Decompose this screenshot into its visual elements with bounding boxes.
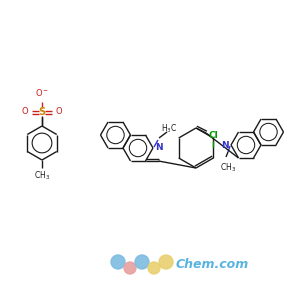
Text: Chem.com: Chem.com — [176, 259, 249, 272]
Text: N: N — [155, 143, 163, 152]
Text: CH$_3$: CH$_3$ — [34, 169, 50, 182]
Text: CH$_3$: CH$_3$ — [220, 162, 236, 175]
Circle shape — [111, 255, 125, 269]
Text: N: N — [221, 140, 229, 149]
Circle shape — [124, 262, 136, 274]
Text: S: S — [38, 107, 46, 117]
Circle shape — [148, 262, 160, 274]
Text: O: O — [56, 107, 62, 116]
Text: H$_3$C: H$_3$C — [161, 122, 177, 135]
Text: Cl: Cl — [208, 131, 218, 140]
Text: O$^-$: O$^-$ — [35, 87, 49, 98]
Circle shape — [135, 255, 149, 269]
Text: O: O — [22, 107, 28, 116]
Circle shape — [159, 255, 173, 269]
